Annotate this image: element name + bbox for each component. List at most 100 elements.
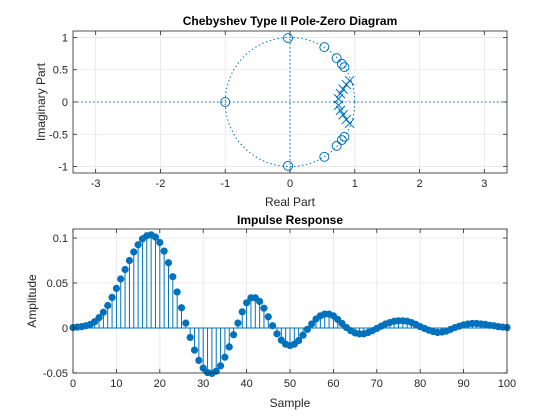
pz-pole-marker: [338, 110, 348, 120]
ir-stem-marker: [221, 353, 229, 361]
ir-stem-marker: [164, 259, 173, 267]
pz-ytick-label: 1: [62, 32, 68, 44]
pz-unit-circle: [224, 36, 356, 168]
ir-ytick-label: 0.05: [47, 278, 68, 290]
pz-ytick-label: 0: [62, 97, 68, 109]
ir-stem-marker: [99, 308, 107, 316]
pz-xtick-label: 1: [352, 178, 358, 190]
ir-stem-marker: [260, 304, 268, 312]
ir-xtick-label: 90: [457, 378, 469, 390]
ir-stem-marker: [108, 293, 116, 302]
pz-zero-marker: [283, 33, 294, 44]
ir-stem-marker: [269, 322, 277, 330]
pz-xtick-label: 3: [481, 178, 487, 190]
ir-stem-marker: [238, 308, 246, 316]
pz-xtick-label: 2: [416, 178, 422, 190]
pz-pole-stroke: [341, 79, 352, 90]
ir-xtick-label: 70: [371, 378, 383, 390]
ir-data: [69, 231, 511, 378]
ir-ytick-label: 0.1: [53, 233, 68, 245]
ir-xlabel: Sample: [270, 396, 311, 410]
ir-stem-marker: [299, 331, 307, 339]
pz-ticks: -3 -2 -1 0 1 2 3 -1 -0.5 0 0.5 1: [49, 31, 507, 190]
pz-xlabel: Real Part: [265, 195, 316, 209]
ir-stem-marker: [177, 304, 186, 312]
pz-zero-marker: [220, 97, 231, 107]
ir-xtick-label: 10: [110, 378, 122, 390]
ir-stem-marker: [91, 318, 99, 326]
ir-xtick-label: 30: [197, 378, 209, 390]
ir-xtick-label: 40: [240, 378, 252, 390]
ir-stem-marker: [303, 325, 311, 333]
ir-stem-marker: [334, 315, 342, 324]
pz-xtick-label: -3: [91, 178, 101, 190]
pz-zero-marker: [336, 135, 347, 146]
ir-ytick-label: 0: [62, 323, 68, 335]
pz-zero-marker: [336, 58, 347, 69]
ir-stem-marker: [264, 313, 272, 321]
pz-xtick-label: 0: [287, 178, 293, 190]
pz-zero-marker: [319, 151, 330, 162]
pz-pole-stroke: [333, 100, 344, 111]
pz-zero-marker: [331, 53, 342, 64]
ir-stem-marker: [186, 333, 194, 342]
pz-xtick-label: -2: [156, 178, 166, 190]
ir-stem-marker: [273, 330, 281, 338]
ir-stem-marker: [229, 331, 238, 339]
ir-stem-marker: [277, 336, 285, 344]
pole-zero-plot: -3 -2 -1 0 1 2 3 -1 -0.5 0 0.5 1 Chebyshev Type II …: [34, 14, 508, 209]
pz-pole-marker: [333, 100, 344, 111]
pz-ytick-label: 0.5: [53, 65, 68, 77]
ir-stem-marker: [295, 337, 303, 345]
pz-pole-marker: [335, 88, 346, 99]
ir-stem-marker: [216, 362, 225, 370]
ir-stem-marker: [151, 233, 160, 241]
ir-stem-marker: [169, 273, 177, 281]
pz-pole-marker: [335, 105, 346, 116]
ir-stem-marker: [212, 367, 220, 375]
ir-stem-marker: [95, 314, 103, 322]
pz-pole-stroke: [338, 110, 348, 120]
pz-pole-marker: [338, 84, 348, 94]
ir-stem-marker: [234, 319, 242, 327]
pz-xtick-label: -1: [220, 178, 230, 190]
pz-pole-marker: [341, 114, 352, 125]
pz-pole-stroke: [335, 88, 346, 99]
ir-stem-marker: [125, 256, 134, 265]
ir-xtick-label: 100: [498, 378, 516, 390]
ir-xtick-label: 0: [70, 378, 76, 390]
pz-zero-marker: [339, 131, 350, 142]
pz-pole-stroke: [338, 84, 348, 94]
pz-title: Chebyshev Type II Pole-Zero Diagram: [183, 14, 398, 28]
pz-pole-stroke: [335, 105, 346, 116]
pz-ytick-label: -1: [58, 162, 68, 174]
pz-pole-marker: [341, 79, 352, 90]
ir-ytick-label: -0.05: [43, 368, 68, 380]
ir-stem-marker: [130, 248, 138, 256]
pz-zero-marker: [331, 140, 342, 151]
ir-stem-marker: [338, 319, 346, 328]
ir-stem-marker: [134, 241, 142, 249]
pz-zero-marker: [339, 62, 350, 73]
ir-ylabel: Amplitude: [25, 274, 39, 328]
ir-stem-marker: [182, 319, 190, 327]
ir-stem-marker: [308, 320, 316, 328]
ir-stem-marker: [173, 288, 181, 296]
ir-stem-marker: [117, 275, 125, 283]
ir-xtick-label: 60: [327, 378, 339, 390]
ir-stem-marker: [160, 247, 168, 255]
ir-stem-marker: [104, 301, 112, 310]
pz-zero-marker: [319, 42, 330, 53]
ir-xtick-label: 20: [154, 378, 166, 390]
pz-data: [73, 31, 507, 173]
ir-stem-marker: [243, 299, 251, 307]
ir-xtick-label: 50: [284, 378, 296, 390]
pz-ytick-label: -0.5: [49, 129, 68, 141]
ir-stem-marker: [121, 265, 129, 274]
ir-stem-marker: [256, 297, 264, 306]
ir-title: Impulse Response: [237, 213, 343, 227]
ir-stem-marker: [225, 343, 233, 351]
